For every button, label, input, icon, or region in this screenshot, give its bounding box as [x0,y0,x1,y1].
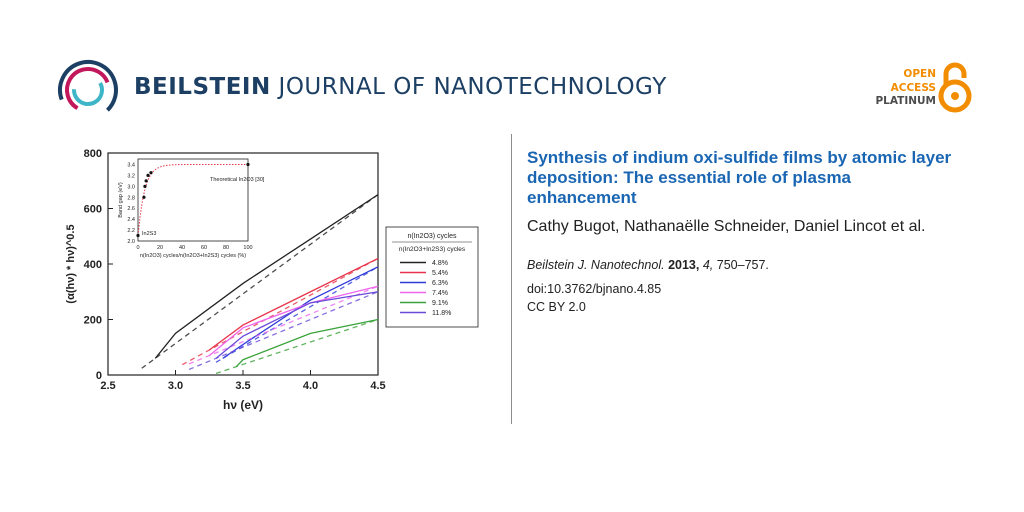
inset-trend-curve [137,163,249,236]
inset-x-tick-label: 100 [243,245,252,251]
open-access-line-2: ACCESS [890,81,936,94]
vertical-divider [511,134,512,424]
inset-annotation-theoretical: Theoretical In2O3 [30] [210,177,265,183]
y-tick-label: 0 [96,370,102,382]
x-tick-label: 3.5 [235,380,250,392]
inset-plot-frame [137,158,249,242]
beilstein-logo-icon [58,60,118,120]
inset-y-tick-label: 3.0 [127,184,135,190]
inset-data-point [144,179,148,183]
legend-title-bottom: n(In2O3+In2S3) cycles [399,246,466,253]
legend-title-top: n(In2O3) cycles [407,233,457,240]
citation-pages: 750–757. [716,257,769,272]
inset-y-tick-label: 2.4 [127,217,135,223]
inset-y-tick-label: 2.6 [127,206,135,212]
inset-y-tick-label: 3.2 [127,173,135,179]
inset-chart: 0 20 40 60 80 100 2.0 2.2 2.4 2.6 2.8 3.0 3.2 3.4 n(In… [118,158,265,259]
x-tick-label: 3.0 [168,380,183,392]
series-fit-line [188,291,379,371]
inset-x-tick-label: 80 [223,245,229,251]
article-citation: Beilstein J. Nanotechnol. 2013, 4, 750–7… [527,258,957,272]
legend-label: 5.4% [432,270,448,277]
open-access-badge: OPEN ACCESS PLATINUM [866,62,976,118]
journal-name[interactable]: BEILSTEIN JOURNAL OF NANOTECHNOLOGY [134,74,667,100]
series-fit-line [215,318,379,375]
journal-name-bold: BEILSTEIN [134,74,271,100]
inset-y-tick-label: 2.2 [127,228,135,234]
inset-y-tick-label: 3.4 [127,162,135,168]
article-title[interactable]: Synthesis of indium oxi-sulfide films by… [527,148,952,207]
series-line [215,291,379,359]
y-tick-label: 200 [84,315,102,327]
x-tick-label: 2.5 [100,380,115,392]
inset-data-point [136,233,140,238]
legend-box [385,226,479,328]
inset-data-point [146,173,150,177]
y-tick-label: 800 [84,148,102,160]
inset-data-point [143,184,147,188]
inset-y-tick-label: 2.8 [127,195,135,201]
series-line [222,266,379,359]
article-authors: Cathy Bugot, Nathanaëlle Schneider, Dani… [527,218,926,235]
journal-abbrev: Beilstein J. Nanotechnol. [527,257,665,272]
legend-label: 7.4% [432,290,448,297]
journal-header: BEILSTEIN JOURNAL OF NANOTECHNOLOGY OPEN… [56,58,976,120]
chart-legend: n(In2O3) cycles n(In2O3+In2S3) cycles 4.8%… [385,226,479,328]
y-axis-label: (α(hν) * hν)^0.5 [65,224,77,303]
open-lock-icon [938,62,972,113]
series-fit-line [141,194,379,369]
citation-year: 2013, [668,257,700,272]
inset-y-tick-label: 2.0 [127,239,135,245]
legend-label: 4.8% [432,260,448,267]
inset-x-tick-label: 0 [136,245,139,251]
inset-y-axis-label: Band gap (eV) [118,182,124,218]
series-line [235,318,379,368]
inset-data-point [246,162,250,167]
article-license: CC BY 2.0 [527,299,586,314]
y-tick-label: 400 [84,259,102,271]
article-info: Synthesis of indium oxi-sulfide films by… [527,148,957,316]
inset-x-tick-label: 20 [157,245,163,251]
x-axis-label: hν (eV) [223,398,263,412]
legend-label: 9.1% [432,300,448,307]
series-fit-line [188,285,379,365]
inset-x-tick-label: 60 [201,245,207,251]
series-fit-line [215,266,379,363]
open-access-line-1: OPEN [903,68,936,80]
legend-label: 11.8% [432,310,451,317]
x-tick-label: 4.5 [370,380,385,392]
legend-label: 6.3% [432,280,448,287]
y-tick-label: 600 [84,204,102,216]
inset-x-tick-label: 40 [179,245,185,251]
open-access-line-3: PLATINUM [875,95,936,107]
x-tick-label: 4.0 [303,380,318,392]
inset-data-point [142,195,146,199]
citation-volume: 4, [702,257,714,272]
inset-data-point [149,171,153,175]
article-doi[interactable]: doi:10.3762/bjnano.4.85 [527,281,662,296]
inset-x-axis-label: n(In2O3) cycles/n(In2O3+In2S3) cycles (%… [140,253,246,259]
journal-name-rest: JOURNAL OF NANOTECHNOLOGY [270,74,667,100]
series-line [208,285,379,357]
series-line [154,194,379,359]
series-line [208,257,379,351]
inset-annotation-in2s3: In2S3 [142,231,156,237]
series-fit-line [181,257,379,366]
